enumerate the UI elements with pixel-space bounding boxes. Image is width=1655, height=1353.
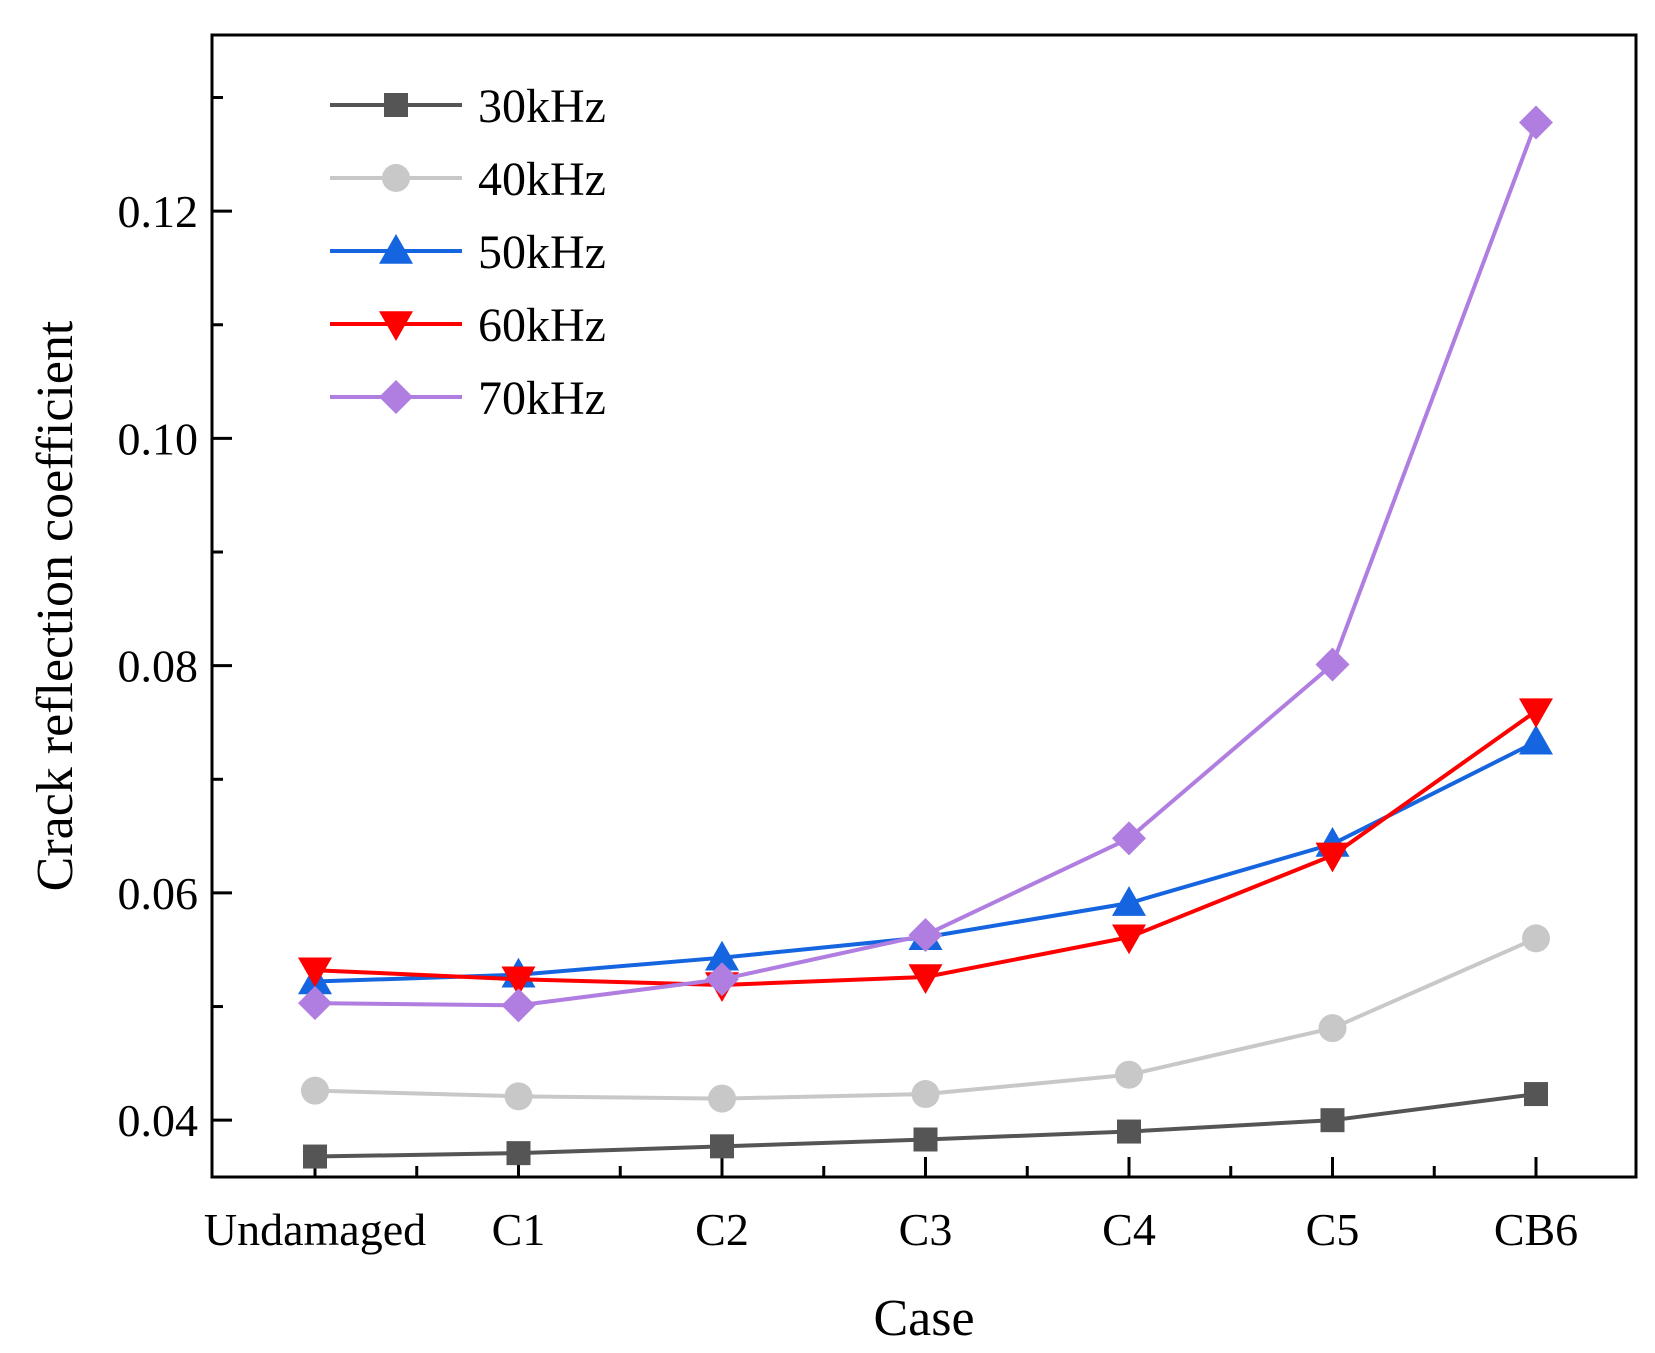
y-tick-label: 0.04 — [118, 1095, 199, 1146]
x-tick-label: Undamaged — [204, 1204, 426, 1255]
y-tick-label: 0.10 — [118, 413, 199, 464]
data-point-40khz — [1115, 1060, 1143, 1089]
legend: 30kHz 40kHz 50kHz 60kHz 70kHz — [330, 80, 606, 425]
y-axis-title: Crack reflection coefficient — [27, 320, 84, 891]
data-point-40khz — [1318, 1014, 1347, 1043]
legend-label-60khz: 60kHz — [478, 299, 606, 352]
data-point-50khz — [1112, 886, 1146, 916]
data-point-30khz — [1117, 1119, 1141, 1144]
x-tick-label: C5 — [1306, 1204, 1360, 1255]
data-point-70khz — [1315, 647, 1350, 682]
axis-labels: Case Crack reflection coefficient — [27, 320, 975, 1347]
data-point-70khz — [1112, 821, 1146, 856]
data-point-50khz — [705, 940, 739, 971]
x-tick-label: C4 — [1102, 1204, 1156, 1255]
data-point-50khz — [1519, 724, 1553, 755]
data-point-30khz — [303, 1144, 327, 1169]
data-point-60khz — [501, 966, 536, 997]
data-point-30khz — [506, 1141, 531, 1166]
data-point-70khz — [501, 988, 536, 1023]
data-point-70khz — [1519, 105, 1553, 140]
legend-marker-50khz — [379, 234, 413, 264]
x-tick-label: CB6 — [1494, 1204, 1578, 1255]
x-tick-label: C1 — [492, 1204, 546, 1255]
legend-marker-30khz — [384, 93, 408, 117]
data-point-40khz — [1522, 924, 1550, 953]
y-tick-label: 0.08 — [118, 641, 199, 692]
data-point-70khz — [705, 962, 739, 997]
data-point-70khz — [908, 917, 943, 952]
x-tick-label: C3 — [899, 1204, 953, 1255]
y-tick-label: 0.12 — [118, 186, 199, 237]
data-point-60khz — [298, 957, 332, 988]
data-point-40khz — [301, 1076, 329, 1105]
data-point-30khz — [1524, 1082, 1548, 1107]
data-layer — [298, 105, 1553, 1169]
y-tick-label: 0.06 — [118, 868, 199, 919]
data-point-60khz — [1519, 698, 1553, 729]
x-axis-title: Case — [873, 1290, 974, 1347]
data-point-30khz — [913, 1127, 938, 1152]
plot-layer: 0.04 0.06 0.08 0.10 0.12 Undamaged C1 C2 C3 C4 C5 C… — [118, 33, 1638, 1255]
data-point-70khz — [298, 986, 332, 1021]
legend-label-40khz: 40kHz — [478, 153, 606, 206]
legend-marker-60khz — [379, 311, 413, 341]
data-point-30khz — [710, 1134, 734, 1159]
data-point-40khz — [911, 1080, 940, 1109]
legend-marker-40khz — [382, 164, 410, 192]
data-point-60khz — [908, 964, 943, 995]
legend-label-70khz: 70kHz — [478, 372, 606, 425]
legend-label-30khz: 30kHz — [478, 80, 606, 133]
series-line-40khz — [314, 936, 1537, 1101]
data-point-40khz — [708, 1084, 736, 1113]
legend-label-50khz: 50kHz — [478, 226, 606, 279]
data-point-40khz — [504, 1082, 533, 1111]
x-tick-label: C2 — [695, 1204, 749, 1255]
legend-marker-70khz — [379, 380, 413, 414]
data-point-60khz — [1112, 924, 1146, 955]
data-point-30khz — [1320, 1108, 1345, 1133]
data-point-60khz — [1315, 842, 1350, 873]
